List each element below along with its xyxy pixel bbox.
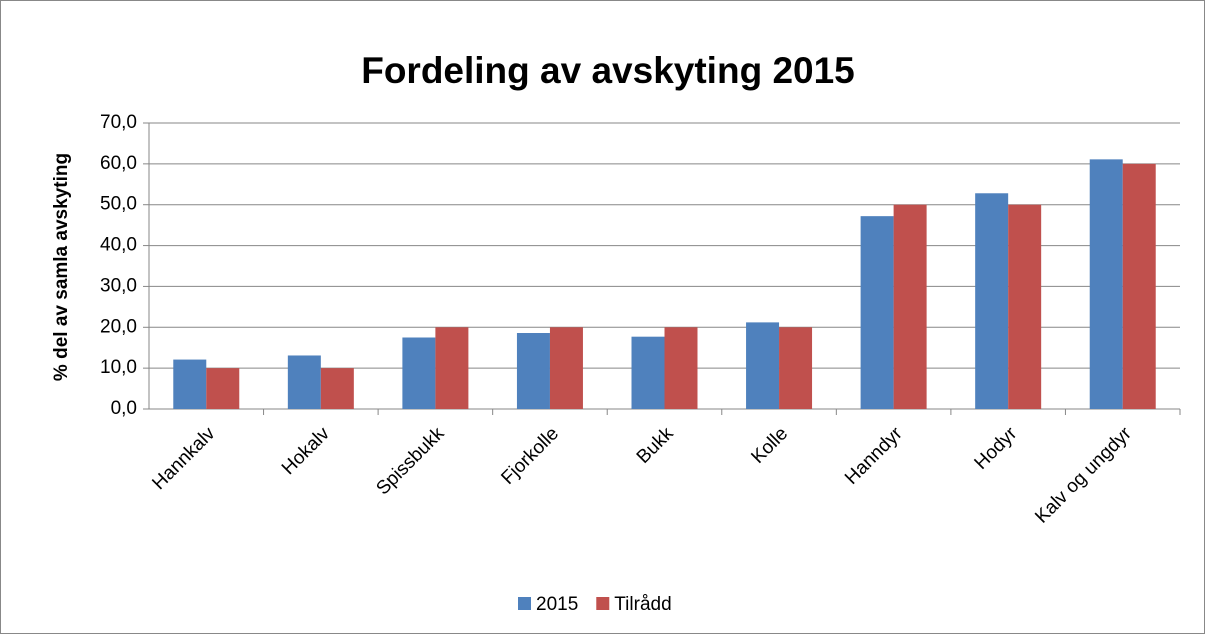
bar: [402, 337, 436, 409]
bar: [287, 355, 321, 409]
bar: [664, 327, 698, 409]
bar: [631, 336, 665, 409]
bar: [860, 216, 894, 409]
bar: [1089, 159, 1123, 409]
y-tick-label: 20,0: [100, 316, 137, 337]
chart-title: Fordeling av avskyting 2015: [361, 50, 855, 91]
bar: [516, 333, 550, 409]
y-tick-label: 40,0: [100, 235, 137, 256]
bar: [549, 327, 583, 409]
y-tick-label: 70,0: [100, 112, 137, 133]
bar: [206, 368, 240, 409]
legend-swatch: [518, 597, 531, 610]
bar: [320, 368, 354, 409]
bar: [435, 327, 469, 409]
bar: [1008, 204, 1042, 409]
y-axis-label: % del av samla avskyting: [51, 153, 72, 381]
bar: [173, 359, 207, 409]
y-tick-label: 30,0: [100, 275, 137, 296]
legend-label: Tilrådd: [614, 594, 671, 615]
bar: [893, 204, 927, 409]
y-tick-label: 10,0: [100, 357, 137, 378]
y-tick-label: 50,0: [100, 194, 137, 215]
legend-label: 2015: [536, 594, 578, 615]
y-tick-label: 0,0: [111, 398, 137, 419]
bar: [1122, 163, 1156, 409]
y-tick-label: 60,0: [100, 153, 137, 174]
legend-swatch: [596, 597, 610, 610]
bar: [779, 327, 813, 409]
bar: [746, 322, 780, 409]
bar: [975, 193, 1009, 409]
